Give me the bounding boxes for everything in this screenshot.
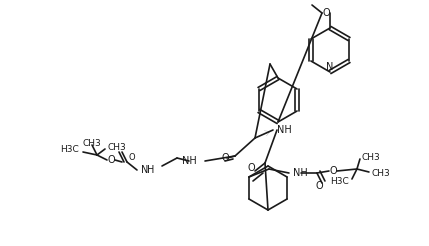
Text: CH3: CH3 xyxy=(362,153,381,162)
Text: O: O xyxy=(329,166,337,176)
Text: O: O xyxy=(129,153,135,162)
Text: CH3: CH3 xyxy=(83,138,101,148)
Text: O: O xyxy=(247,163,255,173)
Text: O: O xyxy=(221,153,229,163)
Text: NH: NH xyxy=(277,125,292,135)
Text: O: O xyxy=(315,181,323,191)
Text: H3C: H3C xyxy=(60,145,79,154)
Text: CH3: CH3 xyxy=(107,142,126,152)
Text: N: N xyxy=(326,62,334,72)
Text: O: O xyxy=(322,8,330,18)
Text: H: H xyxy=(147,165,155,175)
Text: NH: NH xyxy=(182,156,197,166)
Text: NH: NH xyxy=(293,168,308,178)
Text: H3C: H3C xyxy=(330,176,349,185)
Text: O: O xyxy=(107,155,115,165)
Text: CH3: CH3 xyxy=(372,169,391,179)
Text: N: N xyxy=(141,165,149,175)
